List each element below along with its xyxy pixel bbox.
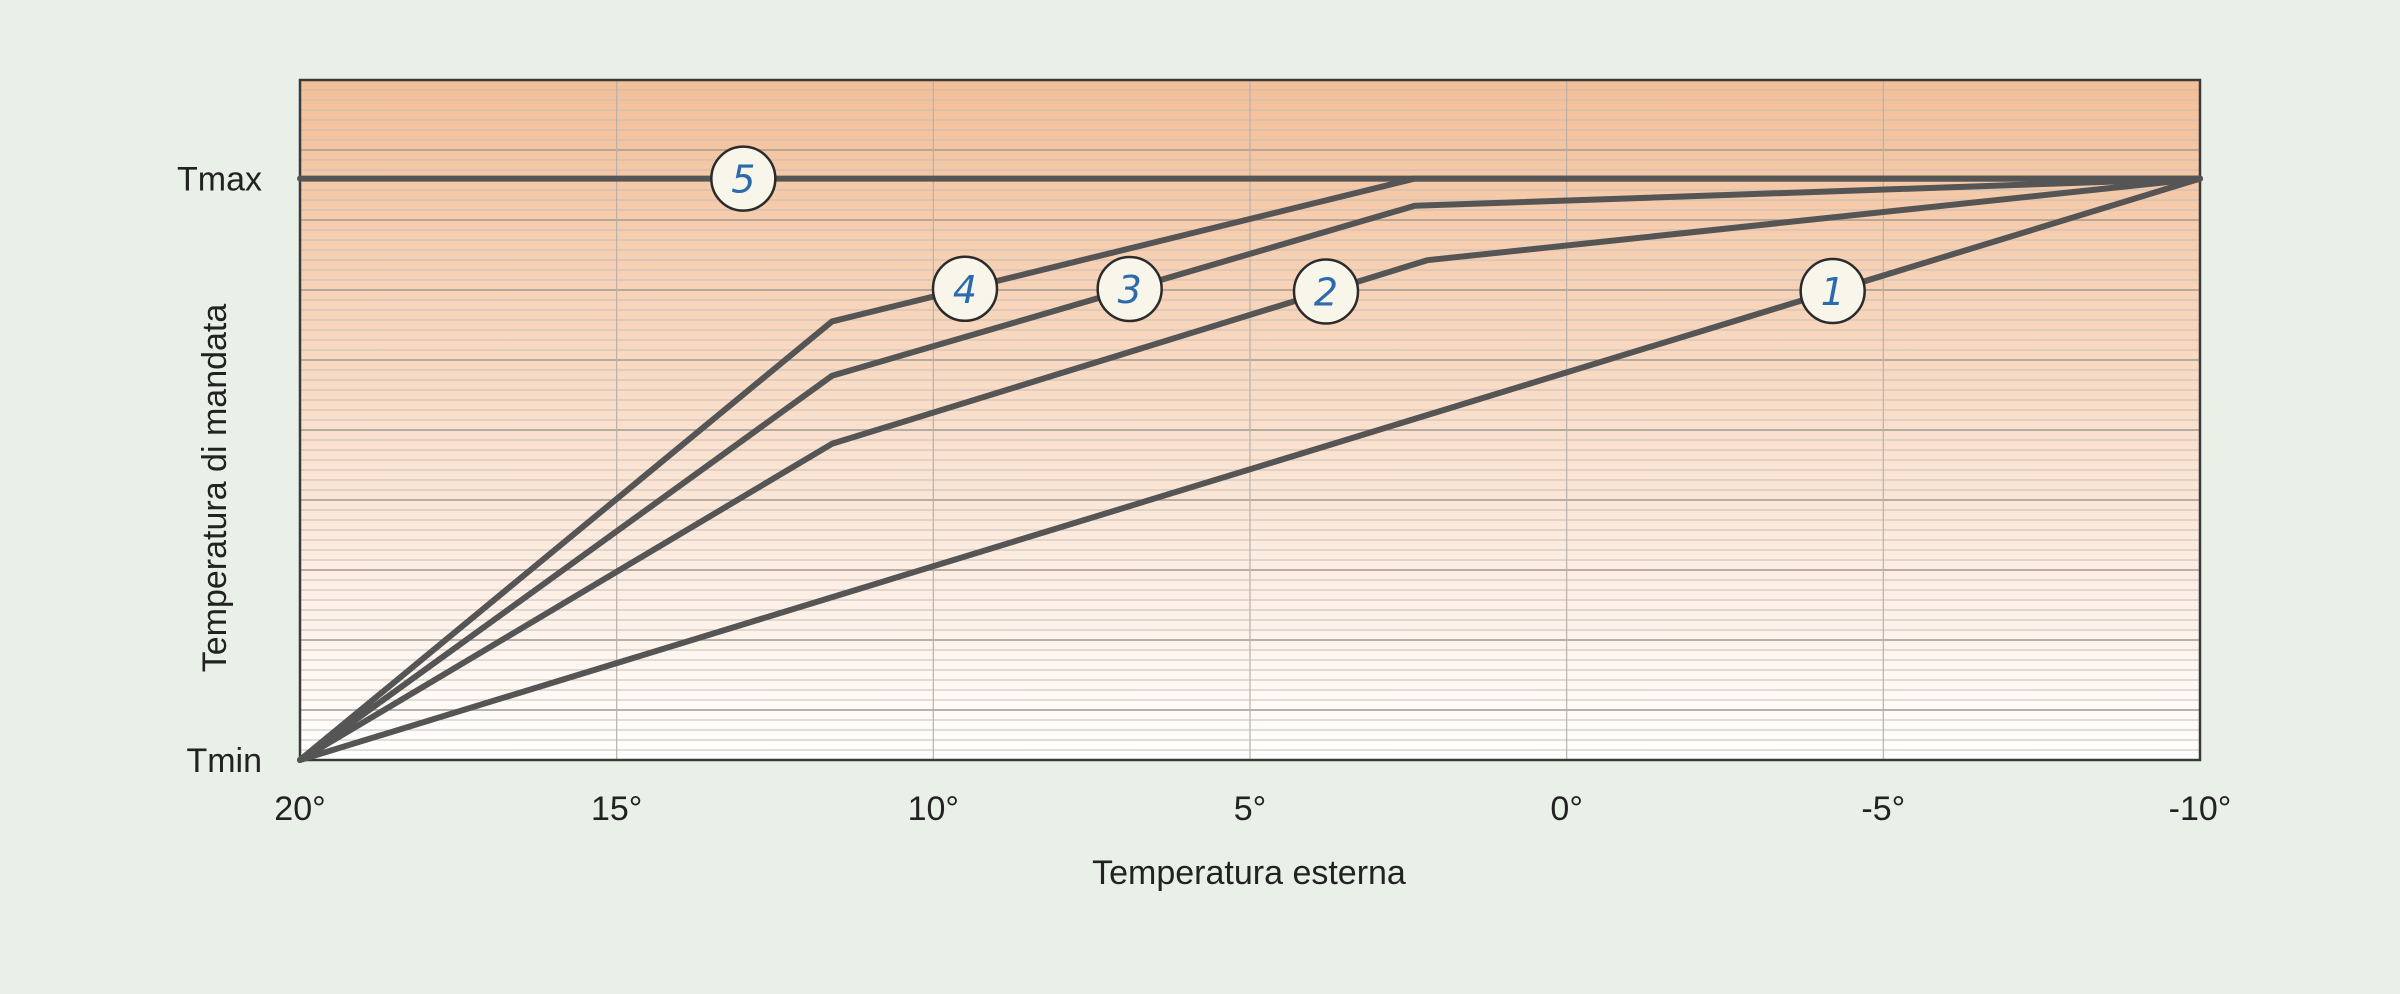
- series-marker-label-4: 4: [953, 268, 977, 312]
- x-tick-label: -10°: [2169, 790, 2232, 828]
- y-axis-title: Temperatura di mandata: [196, 304, 234, 673]
- x-tick-label: -5°: [1861, 790, 1905, 828]
- x-axis-title: Temperatura esterna: [1092, 854, 1406, 892]
- series-marker-2: [1292, 258, 1360, 325]
- series-line-1: [297, 175, 2203, 763]
- x-tick-label: 5°: [1234, 790, 1267, 828]
- x-axis-ticks: 20° 15° 10° 5° 0° -5° -10°: [274, 790, 2231, 828]
- x-tick-label: 0°: [1550, 790, 1583, 828]
- x-tick-label: 10°: [908, 790, 959, 828]
- series-marker-1: [1799, 257, 1866, 325]
- series-line-2: [297, 175, 2203, 763]
- series-marker-5: [710, 145, 777, 212]
- y-tick-label: Tmax: [177, 161, 262, 199]
- series-marker-4: [931, 255, 999, 323]
- series-marker-label-3: 3: [1118, 268, 1142, 312]
- series-marker-label-2: 2: [1314, 270, 1338, 314]
- plot-frame: [298, 78, 2202, 762]
- series-marker-label-1: 1: [1821, 270, 1845, 314]
- series-markers: 1 2 3 4 5: [710, 145, 1866, 325]
- y-tick-label: Tmin: [186, 742, 262, 780]
- x-tick-label: 20°: [274, 790, 325, 828]
- series-marker-label-5: 5: [731, 158, 755, 202]
- x-tick-label: 15°: [591, 790, 642, 828]
- series-marker-3: [1096, 255, 1163, 323]
- y-axis-ticks: Tmax Tmin: [177, 161, 262, 780]
